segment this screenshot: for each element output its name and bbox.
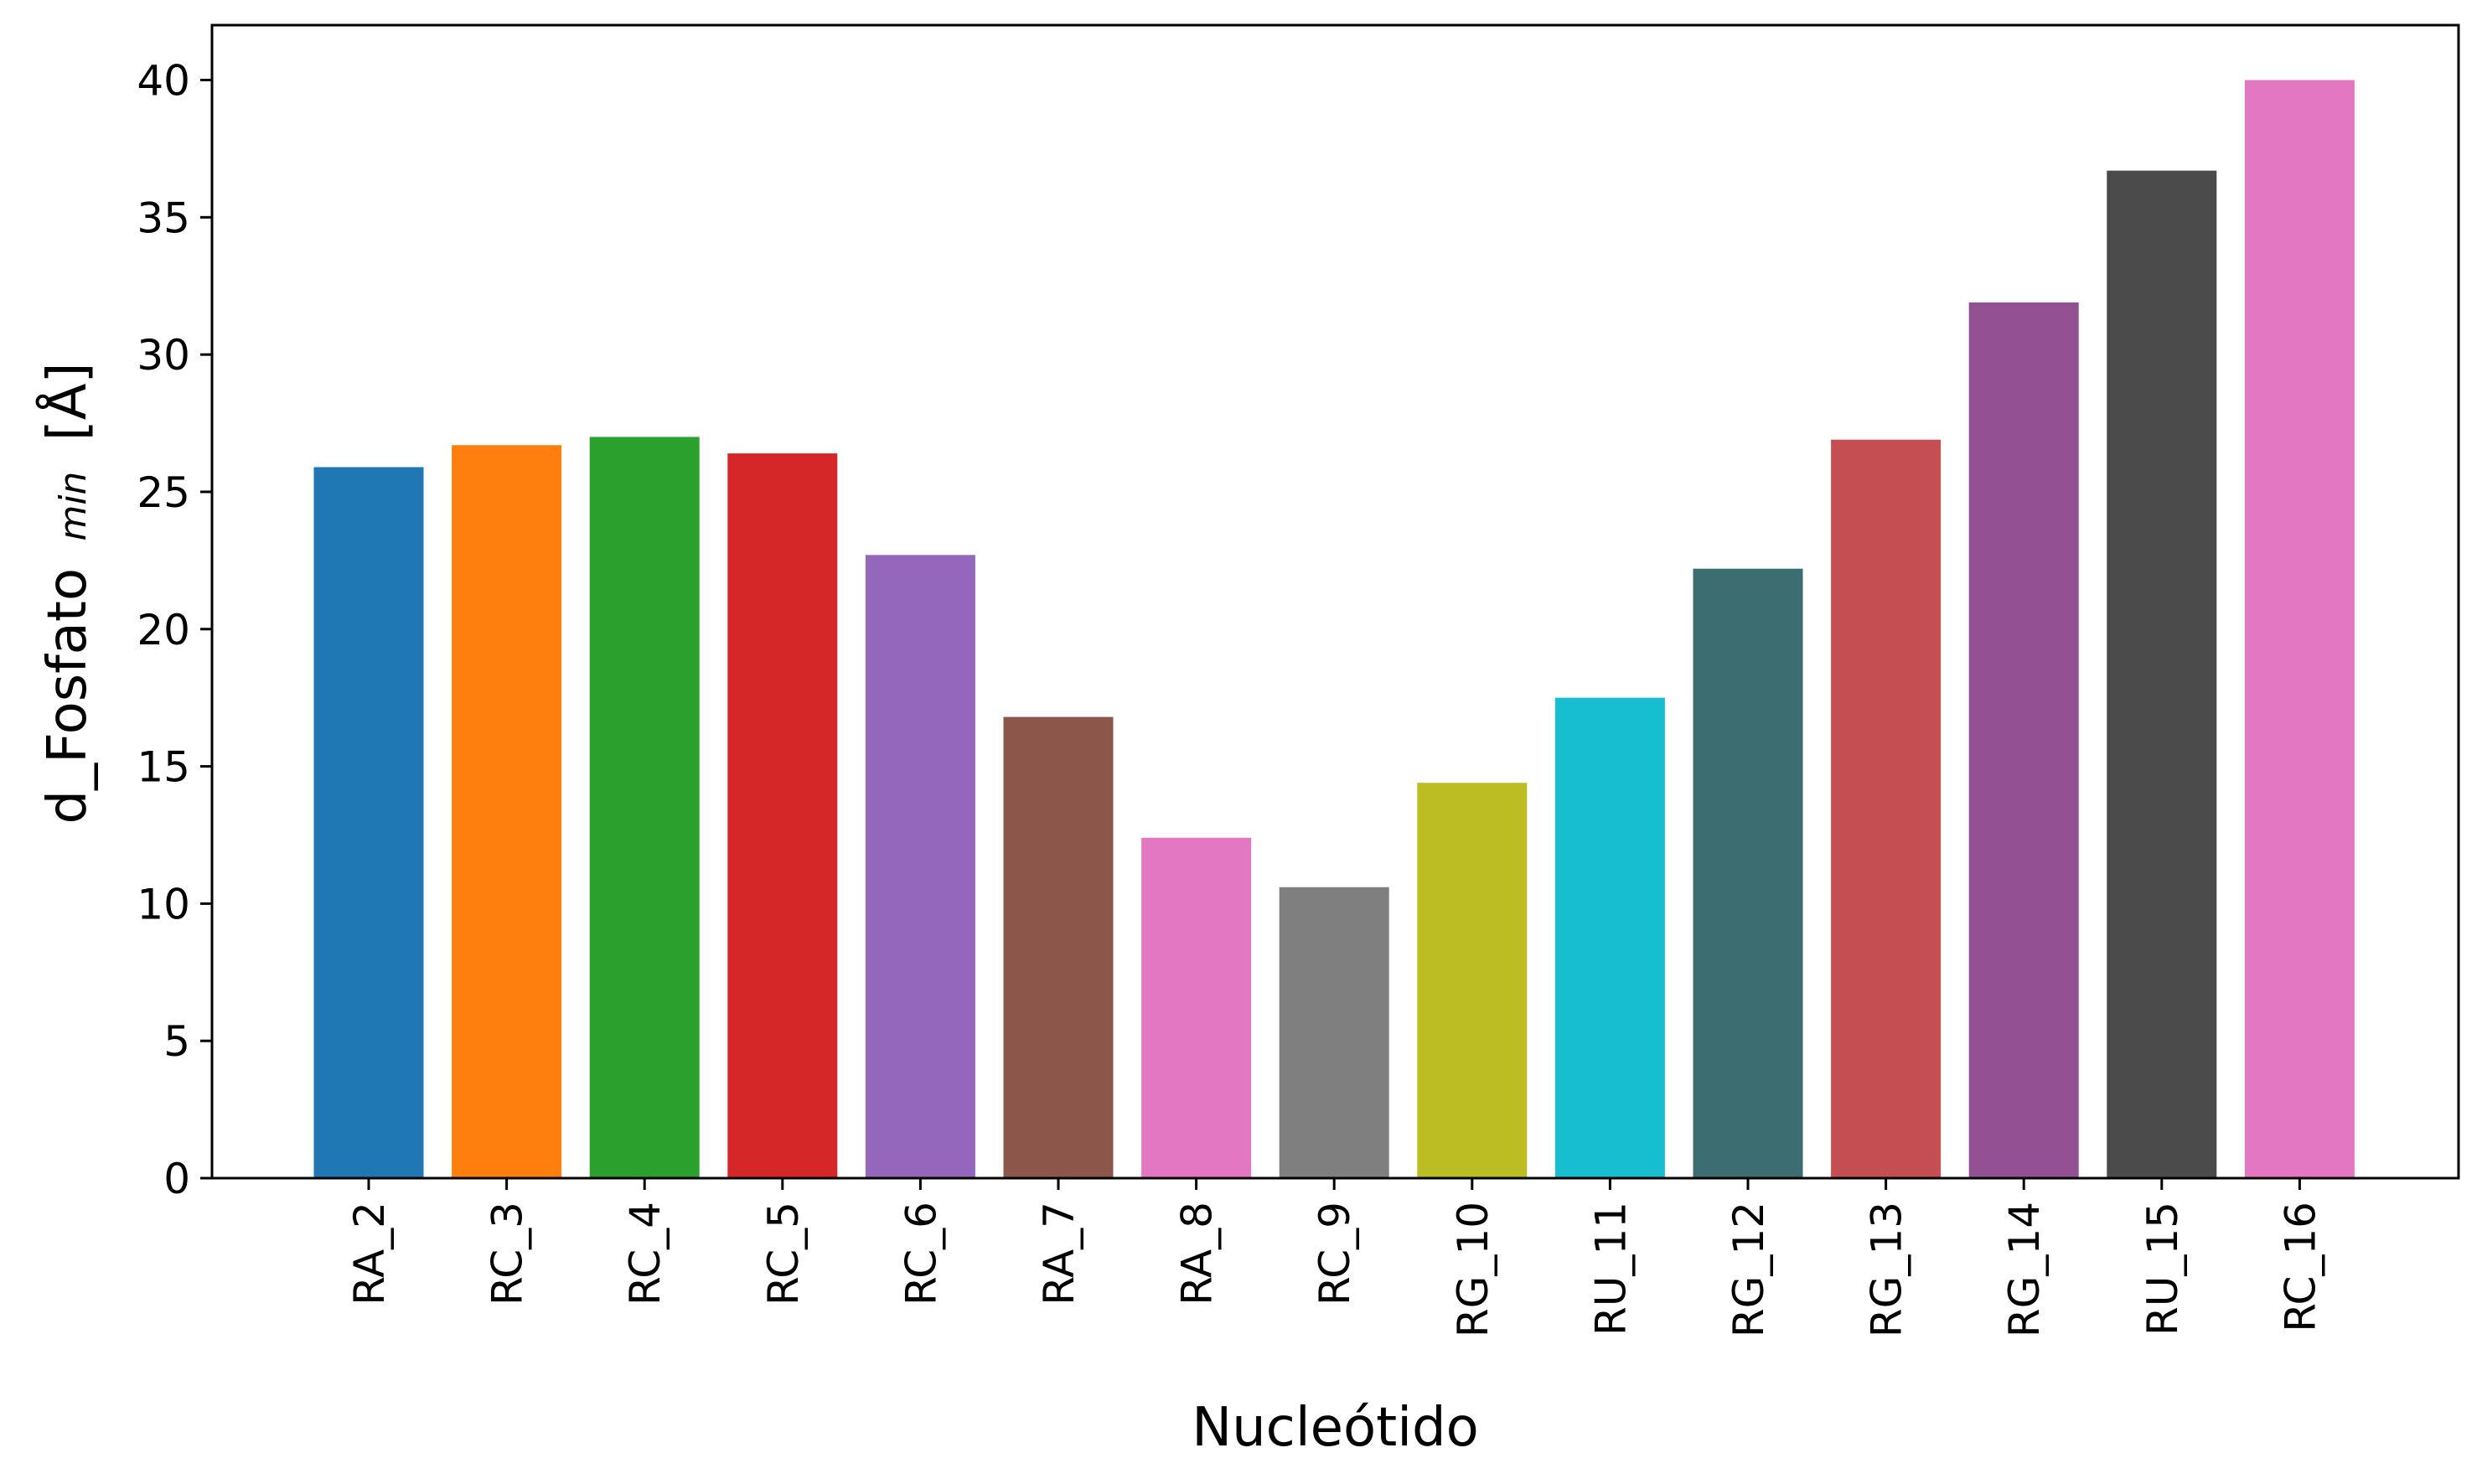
x-tick-label: RC_6	[897, 1202, 945, 1306]
bar-rc-3	[452, 445, 562, 1178]
x-tick-label: RC_3	[483, 1202, 532, 1306]
x-tick-label: RG_12	[1724, 1202, 1773, 1337]
x-tick-label: RC_9	[1311, 1202, 1359, 1306]
bar-rc-4	[589, 437, 700, 1178]
x-tick-label: RC_5	[759, 1202, 808, 1306]
bar-rg-12	[1693, 568, 1803, 1178]
bar-rg-13	[1831, 439, 1942, 1178]
y-axis-label-subscript: min	[52, 472, 95, 541]
bar-rc-9	[1279, 887, 1389, 1178]
x-tick-label: RU_11	[1586, 1202, 1635, 1336]
plot-frame	[210, 23, 2460, 1180]
y-tick-label: 35	[137, 194, 190, 242]
bar-ru-15	[2107, 170, 2217, 1179]
x-tick-label: RG_14	[2000, 1202, 2049, 1337]
y-tick-label: 30	[137, 331, 190, 380]
bar-ra-7	[1003, 716, 1114, 1178]
y-tick-label: 25	[137, 468, 190, 517]
bar-rg-10	[1417, 783, 1528, 1178]
x-tick-label: RG_10	[1449, 1202, 1497, 1337]
x-tick-label: RA_8	[1173, 1202, 1222, 1306]
bar-rc-6	[865, 555, 975, 1178]
y-tick-label: 15	[137, 743, 190, 792]
y-tick-label: 20	[137, 606, 190, 654]
y-axis-label-unit: [Å]	[35, 362, 99, 441]
x-tick-label: RA_2	[345, 1202, 394, 1306]
y-tick-label: 0	[163, 1155, 190, 1203]
x-tick-label: RC_4	[621, 1202, 670, 1306]
y-axis: 0 5 10 15 20 25 30 35 40	[137, 57, 212, 1203]
bar-rg-14	[1968, 302, 2079, 1178]
x-tick-label: RU_15	[2138, 1202, 2187, 1336]
x-axis-label: Nucleótido	[1192, 1397, 1479, 1459]
x-axis: RA_2 RC_3 RC_4 RC_5 RC_6 RA_7 RA_8 RC_9 RG_10 RU_…	[345, 1178, 2324, 1337]
bars	[313, 80, 2355, 1179]
bar-rc-16	[2244, 80, 2355, 1179]
x-tick-label: RA_7	[1035, 1202, 1083, 1306]
y-tick-label: 40	[137, 57, 190, 106]
bar-rc-5	[727, 453, 838, 1178]
x-tick-label: RG_13	[1863, 1202, 1911, 1337]
bar-ra-2	[313, 467, 424, 1178]
y-tick-label: 10	[137, 880, 190, 928]
y-axis-label: d_Fosfato min [Å]	[35, 362, 99, 824]
y-axis-label-main: d_Fosfato	[37, 568, 99, 825]
bar-ru-11	[1554, 697, 1665, 1178]
bar-ra-8	[1141, 837, 1252, 1178]
y-tick-label: 5	[163, 1017, 190, 1066]
x-tick-label: RC_16	[2276, 1202, 2324, 1332]
